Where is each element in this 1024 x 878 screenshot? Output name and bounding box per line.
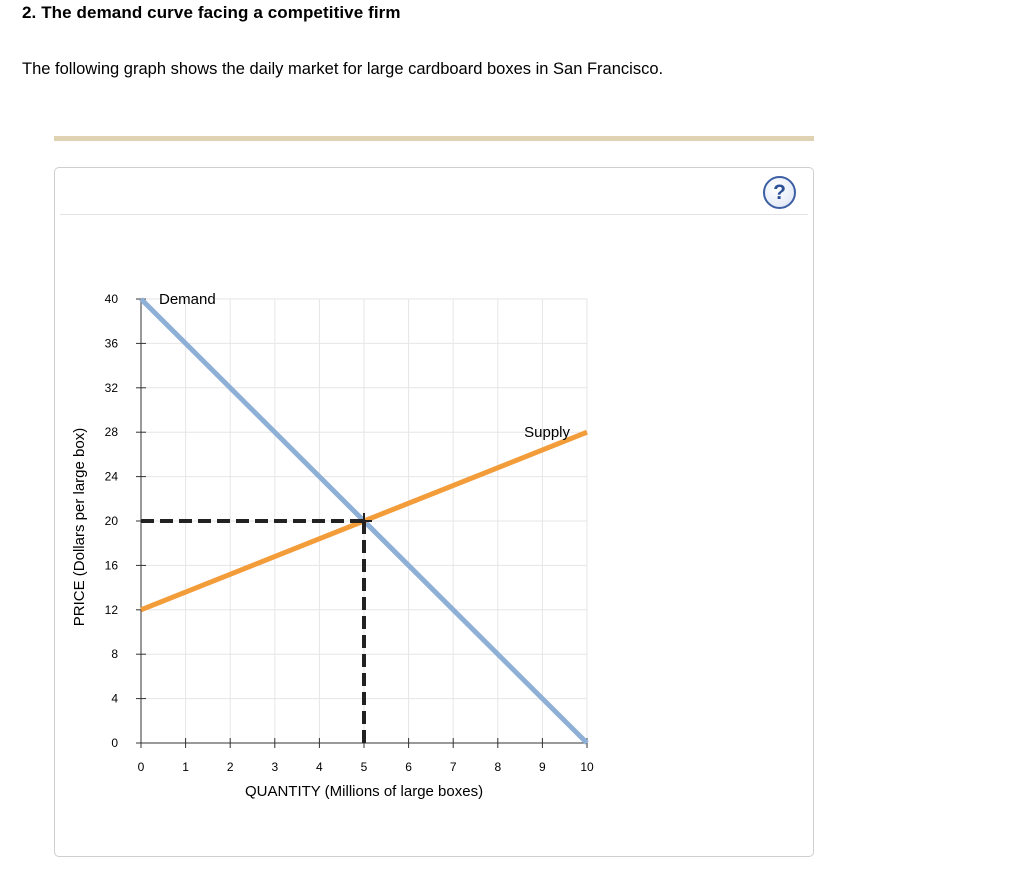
graph-panel bbox=[54, 167, 814, 857]
demand-label: Demand bbox=[159, 291, 216, 308]
y-tick-label: 12 bbox=[105, 603, 119, 617]
y-tick-label: 40 bbox=[105, 292, 119, 306]
y-tick-label: 0 bbox=[111, 736, 118, 750]
x-tick-label: 2 bbox=[227, 760, 234, 774]
y-tick-label: 8 bbox=[111, 647, 118, 661]
x-tick-label: 1 bbox=[182, 760, 189, 774]
y-tick-label: 24 bbox=[105, 470, 119, 484]
x-tick-label: 5 bbox=[361, 760, 368, 774]
section-divider bbox=[54, 136, 814, 141]
y-tick-label: 4 bbox=[111, 692, 118, 706]
x-tick-label: 6 bbox=[405, 760, 412, 774]
x-axis-title: QUANTITY (Millions of large boxes) bbox=[245, 783, 483, 800]
x-tick-label: 0 bbox=[138, 760, 145, 774]
question-title: 2. The demand curve facing a competitive… bbox=[22, 3, 401, 22]
x-tick-label: 4 bbox=[316, 760, 323, 774]
y-axis-title: PRICE (Dollars per large box) bbox=[71, 428, 88, 626]
equilibrium-guides bbox=[141, 513, 372, 743]
y-tick-label: 32 bbox=[105, 381, 119, 395]
x-tick-label: 7 bbox=[450, 760, 457, 774]
x-tick-label: 3 bbox=[271, 760, 278, 774]
y-tick-label: 28 bbox=[105, 425, 119, 439]
y-tick-label: 36 bbox=[105, 336, 119, 350]
supply-label: Supply bbox=[524, 424, 570, 441]
help-button[interactable]: ? bbox=[763, 176, 796, 209]
panel-toolbar-divider bbox=[60, 214, 808, 215]
y-tick-label: 16 bbox=[105, 558, 119, 572]
x-tick-label: 9 bbox=[539, 760, 546, 774]
question-description: The following graph shows the daily mark… bbox=[22, 60, 664, 78]
x-tick-label: 8 bbox=[494, 760, 501, 774]
y-tick-label: 20 bbox=[105, 514, 119, 528]
x-tick-label: 10 bbox=[580, 760, 594, 774]
